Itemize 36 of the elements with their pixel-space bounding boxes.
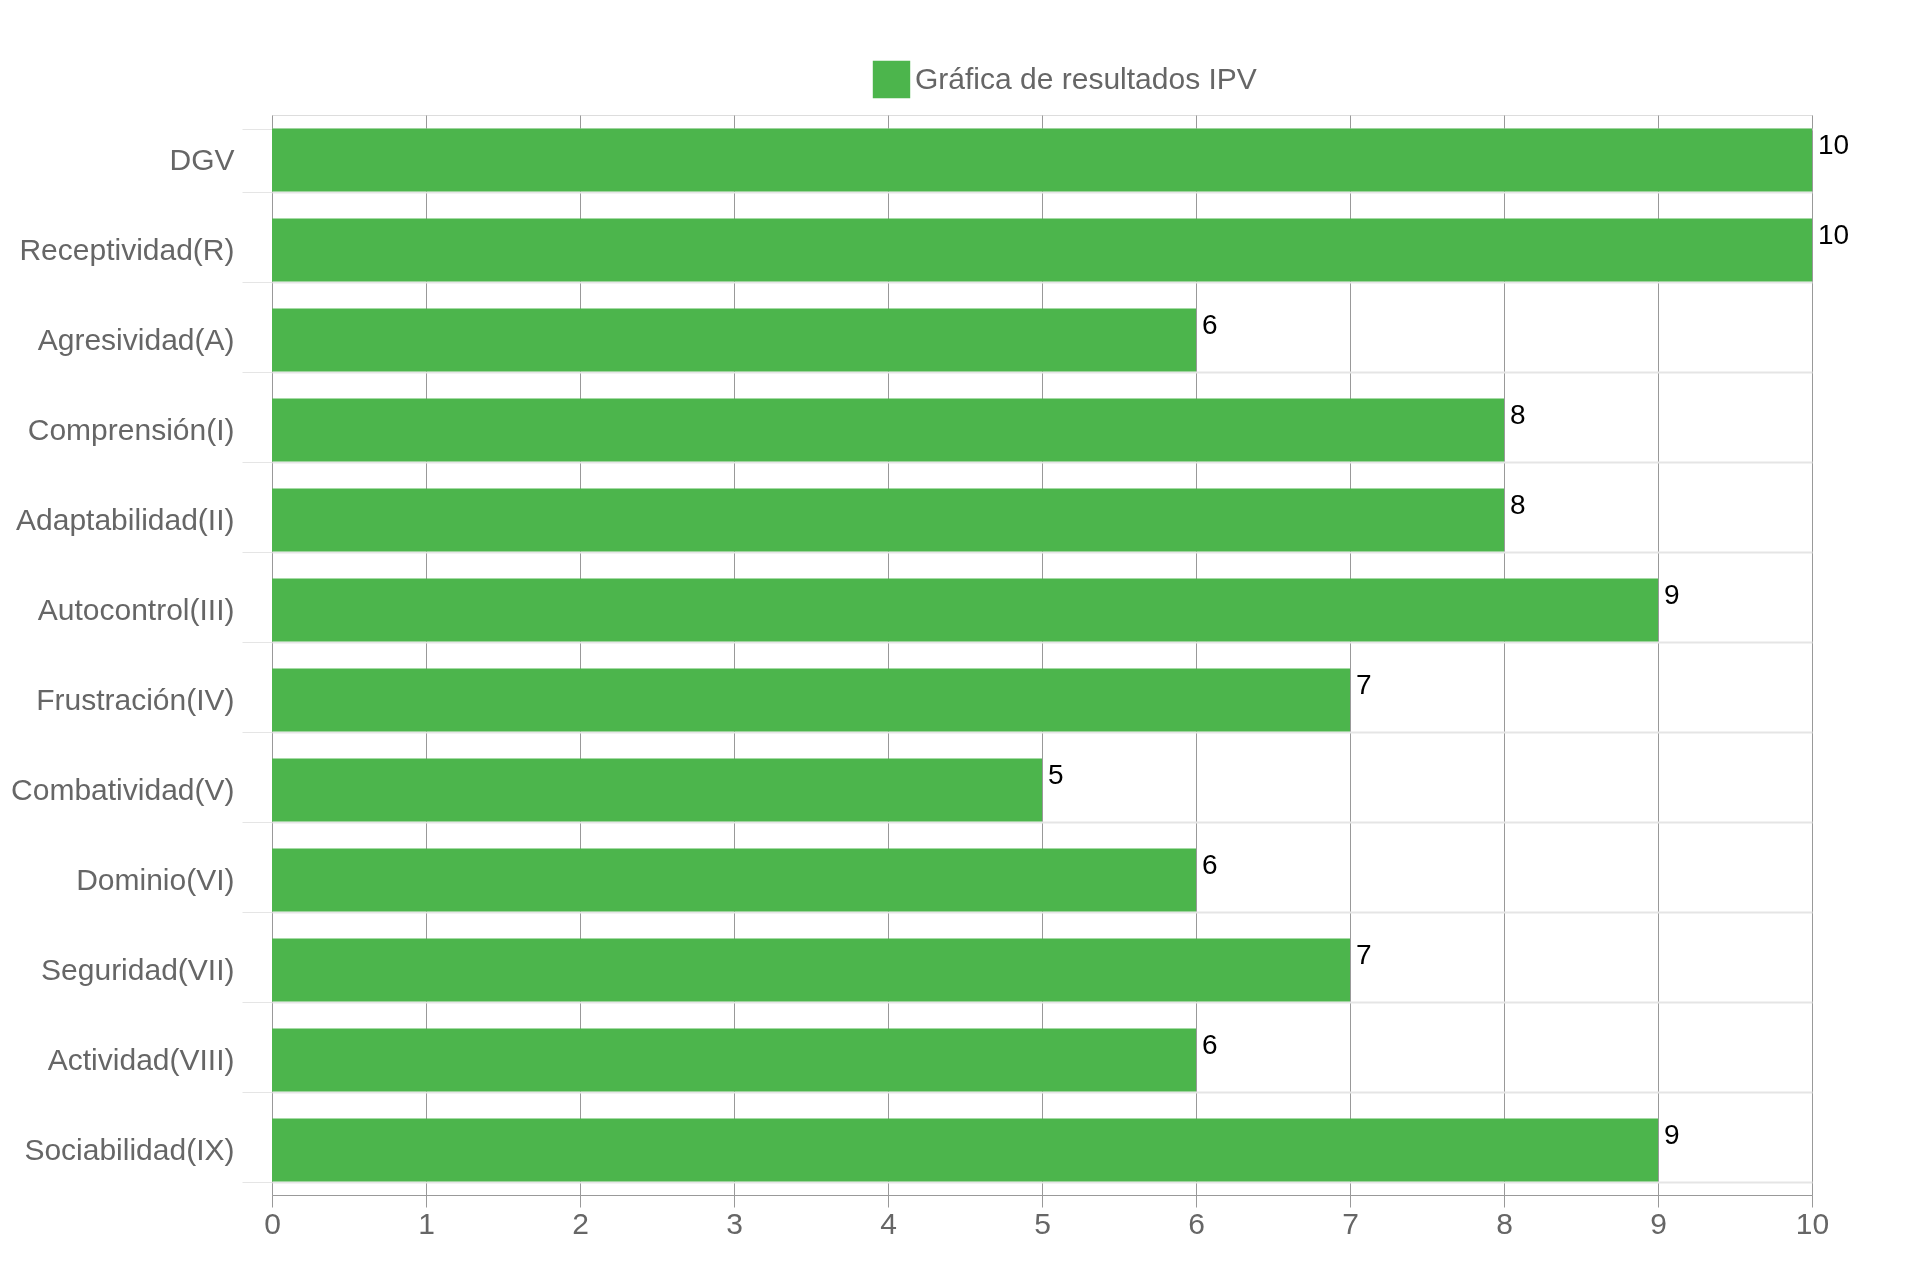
data-label: 7 <box>1356 939 1372 970</box>
y-tick-label: Frustración(IV) <box>36 682 235 716</box>
x-tick-label: 2 <box>572 1206 589 1240</box>
x-tick-label: 8 <box>1496 1206 1513 1240</box>
y-tick-label: Agresividad(A) <box>37 322 235 356</box>
data-label: 6 <box>1202 309 1218 340</box>
data-label: 8 <box>1510 489 1526 520</box>
x-tick-label: 3 <box>726 1206 743 1240</box>
y-tick-label: Actividad(VIII) <box>47 1042 235 1076</box>
y-tick-label: Adaptabilidad(II) <box>16 502 235 536</box>
y-tick-label: Seguridad(VII) <box>41 952 235 986</box>
x-tick-label: 1 <box>418 1206 435 1240</box>
x-tick-label: 5 <box>1034 1206 1051 1240</box>
data-label: 5 <box>1048 759 1064 790</box>
x-tick-label: 0 <box>264 1206 281 1240</box>
y-tick-label: Combatividad(V) <box>11 772 235 806</box>
data-label: 7 <box>1356 669 1372 700</box>
data-label: 6 <box>1202 849 1218 880</box>
y-tick-label: Autocontrol(III) <box>37 592 235 626</box>
y-tick-label: Comprensión(I) <box>27 412 235 446</box>
data-label: 9 <box>1664 1119 1680 1150</box>
data-label: 9 <box>1664 579 1680 610</box>
y-tick-label: Receptividad(R) <box>19 232 235 266</box>
x-tick-label: 10 <box>1795 1206 1830 1240</box>
y-tick-label: Sociabilidad(IX) <box>24 1132 235 1166</box>
data-label: 8 <box>1510 399 1526 430</box>
data-label: 10 <box>1818 219 1850 250</box>
x-tick-label: 7 <box>1342 1206 1359 1240</box>
y-tick-label: Dominio(VI) <box>76 862 235 896</box>
x-tick-label: 9 <box>1650 1206 1667 1240</box>
x-tick-label: 4 <box>880 1206 897 1240</box>
y-tick-label: DGV <box>169 142 235 176</box>
data-label: 10 <box>1818 129 1850 160</box>
legend-label: Gráfica de resultados IPV <box>915 61 1257 95</box>
x-tick-label: 6 <box>1188 1206 1205 1240</box>
data-label: 6 <box>1202 1029 1218 1060</box>
